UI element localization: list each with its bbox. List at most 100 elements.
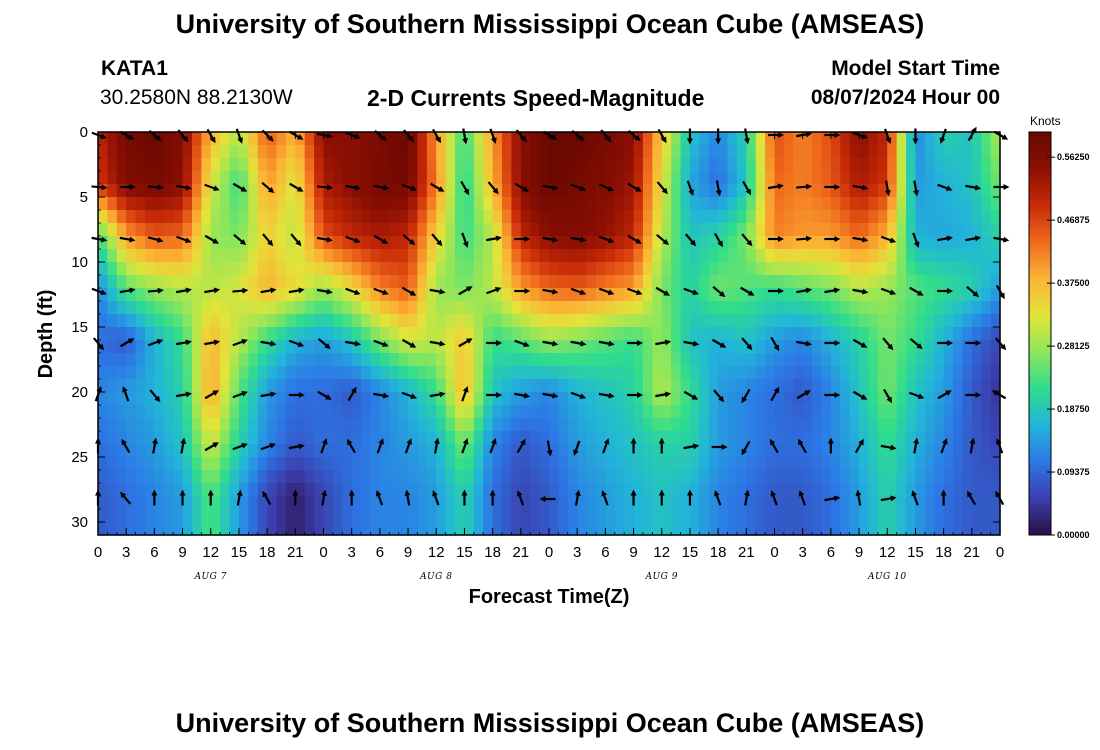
- heatmap-cell: [877, 275, 888, 289]
- heatmap-cell: [210, 262, 221, 276]
- heatmap-cell: [426, 496, 437, 510]
- heatmap-cell: [981, 457, 992, 471]
- heatmap-cell: [530, 431, 541, 445]
- heatmap-cell: [144, 171, 155, 185]
- heatmap-cell: [633, 223, 644, 237]
- heatmap-cell: [887, 470, 898, 484]
- heatmap-cell: [163, 314, 174, 328]
- heatmap-cell: [539, 132, 550, 146]
- current-arrow: [516, 438, 526, 454]
- heatmap-cell: [746, 249, 757, 263]
- heatmap-cell: [840, 275, 851, 289]
- heatmap-cell: [464, 327, 475, 341]
- heatmap-cell: [755, 314, 766, 328]
- heatmap-cell: [370, 392, 381, 406]
- heatmap-cell: [126, 353, 137, 367]
- heatmap-cell: [755, 301, 766, 315]
- heatmap-cell: [389, 223, 400, 237]
- heatmap-cell: [220, 431, 231, 445]
- heatmap-cell: [107, 249, 118, 263]
- heatmap-cell: [746, 275, 757, 289]
- heatmap-cell: [774, 418, 785, 432]
- colorbar-tick-label: 0.18750: [1057, 404, 1090, 414]
- heatmap-cell: [708, 301, 719, 315]
- heatmap-cell: [774, 431, 785, 445]
- heatmap-cell: [144, 210, 155, 224]
- x-tick-label: 12: [879, 544, 896, 561]
- heatmap-cell: [455, 496, 466, 510]
- heatmap-cell: [173, 496, 184, 510]
- heatmap-cell: [671, 340, 682, 354]
- heatmap-cell: [191, 314, 202, 328]
- heatmap-cell: [229, 184, 240, 198]
- heatmap-cell: [802, 223, 813, 237]
- current-arrow: [546, 440, 553, 457]
- heatmap-cell: [774, 288, 785, 302]
- current-arrow: [260, 340, 277, 347]
- heatmap-cell: [285, 184, 296, 198]
- heatmap-cell: [502, 379, 513, 393]
- heatmap-cell: [201, 418, 212, 432]
- heatmap-cell: [755, 288, 766, 302]
- heatmap-cell: [915, 262, 926, 276]
- heatmap-cell: [126, 301, 137, 315]
- heatmap-cell: [624, 340, 635, 354]
- heatmap-cell: [135, 431, 146, 445]
- heatmap-cell: [680, 132, 691, 146]
- heatmap-cell: [163, 184, 174, 198]
- heatmap-cell: [398, 223, 409, 237]
- heatmap-cell: [868, 483, 879, 497]
- current-arrow: [880, 235, 897, 244]
- heatmap-cell: [859, 496, 870, 510]
- heatmap-cell: [144, 197, 155, 211]
- heatmap-cell: [633, 431, 644, 445]
- heatmap-cell: [511, 249, 522, 263]
- heatmap-cell: [389, 288, 400, 302]
- heatmap-cell: [708, 366, 719, 380]
- heatmap-cell: [642, 145, 653, 159]
- heatmap-cell: [708, 379, 719, 393]
- heatmap-cell: [586, 522, 597, 536]
- heatmap-cell: [229, 483, 240, 497]
- heatmap-cell: [981, 470, 992, 484]
- heatmap-cell: [473, 184, 484, 198]
- heatmap-cell: [614, 470, 625, 484]
- heatmap-cell: [708, 483, 719, 497]
- date-label: AUG 9: [645, 572, 678, 582]
- heatmap-cell: [859, 145, 870, 159]
- heatmap-cell: [859, 444, 870, 458]
- heatmap-cell: [812, 392, 823, 406]
- heatmap-cell: [408, 223, 419, 237]
- heatmap-cell: [502, 249, 513, 263]
- heatmap-cell: [934, 249, 945, 263]
- heatmap-cell: [304, 340, 315, 354]
- heatmap-cell: [295, 314, 306, 328]
- heatmap-cell: [953, 496, 964, 510]
- heatmap-cell: [285, 405, 296, 419]
- heatmap-cell: [812, 457, 823, 471]
- heatmap-cell: [436, 353, 447, 367]
- heatmap-cell: [361, 405, 372, 419]
- current-arrow: [401, 183, 417, 192]
- heatmap-cell: [191, 405, 202, 419]
- heatmap-cell: [755, 171, 766, 185]
- heatmap-cell: [840, 301, 851, 315]
- heatmap-cell: [398, 197, 409, 211]
- heatmap-cell: [304, 496, 315, 510]
- heatmap-cell: [971, 392, 982, 406]
- heatmap-cell: [642, 171, 653, 185]
- heatmap-cell: [520, 340, 531, 354]
- heatmap-cell: [614, 327, 625, 341]
- heatmap-cell: [370, 366, 381, 380]
- heatmap-cell: [379, 340, 390, 354]
- heatmap-cell: [126, 197, 137, 211]
- heatmap-cell: [417, 379, 428, 393]
- heatmap-cell: [981, 210, 992, 224]
- heatmap-cell: [755, 223, 766, 237]
- heatmap-cell: [323, 223, 334, 237]
- heatmap-cell: [191, 340, 202, 354]
- heatmap-cell: [859, 171, 870, 185]
- heatmap-cell: [304, 197, 315, 211]
- current-arrow: [232, 442, 248, 451]
- heatmap-cell: [614, 522, 625, 536]
